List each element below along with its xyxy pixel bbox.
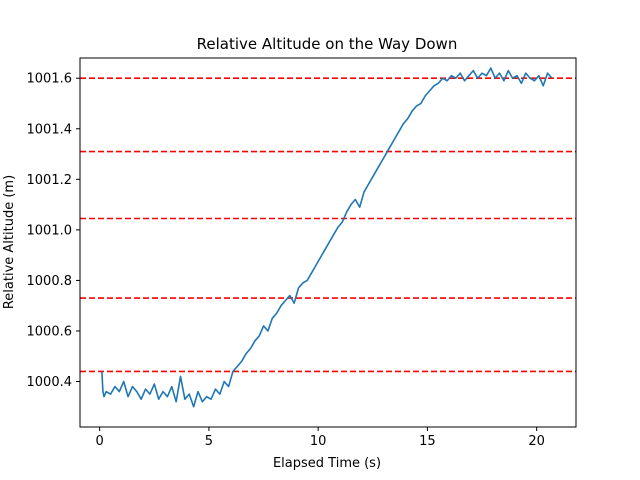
series-line-1 xyxy=(101,67,553,408)
y-tick-label: 1000.8 xyxy=(27,274,73,289)
y-axis: 1000.4 1000.6 1000.8 1001.0 1001.2 1001.4 1001… xyxy=(27,72,80,390)
x-tick-label: 10 xyxy=(310,434,327,449)
y-tick-label: 1001.4 xyxy=(27,122,73,137)
y-tick-label: 1001.2 xyxy=(27,173,73,188)
y-tick-label: 1000.6 xyxy=(27,324,73,339)
x-tick-label: 0 xyxy=(96,434,104,449)
y-tick-label: 1001.6 xyxy=(27,72,73,87)
chart-title: Relative Altitude on the Way Down xyxy=(197,35,458,53)
plot-area xyxy=(79,57,577,428)
y-tick-label: 1000.4 xyxy=(27,375,73,390)
x-axis-label: Elapsed Time (s) xyxy=(273,456,381,471)
y-axis-label: Relative Altitude (m) xyxy=(2,175,17,309)
y-tick-label: 1001.0 xyxy=(27,223,73,238)
x-axis: 0 5 10 15 20 xyxy=(96,427,545,449)
series-layer xyxy=(101,67,553,408)
axes-frame xyxy=(79,57,577,428)
x-tick-label: 5 xyxy=(205,434,213,449)
axes-background xyxy=(80,58,576,427)
x-tick-label: 20 xyxy=(528,434,545,449)
reference-lines xyxy=(80,77,576,373)
x-tick-label: 15 xyxy=(419,434,436,449)
